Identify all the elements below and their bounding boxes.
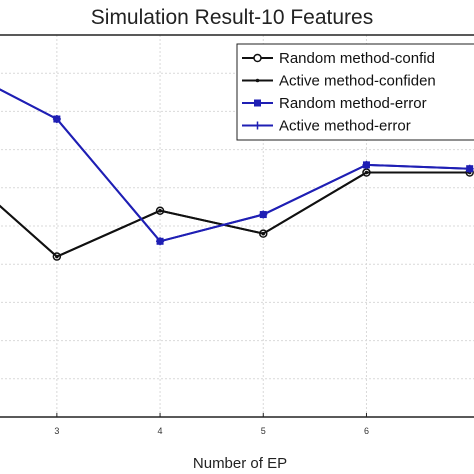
plot-area-frame bbox=[0, 34, 474, 418]
x-axis-ticks: 3 4 5 6 bbox=[54, 413, 369, 436]
legend-item: Active method-confiden bbox=[242, 73, 436, 90]
series-0 bbox=[0, 168, 474, 261]
legend-label: Active method-error bbox=[279, 118, 411, 135]
legend-label: Active method-confiden bbox=[279, 73, 436, 90]
legend: Random method-confid Active method-confid… bbox=[236, 43, 474, 141]
x-tick-label: 4 bbox=[158, 426, 163, 436]
legend-item: Active method-error bbox=[242, 118, 411, 135]
x-tick-label: 5 bbox=[261, 426, 266, 436]
chart-title: Simulation Result-10 Features bbox=[91, 6, 373, 29]
series-line bbox=[0, 88, 470, 243]
legend-swatch-marker bbox=[253, 53, 262, 63]
x-axis-label: Number of EP bbox=[193, 455, 287, 472]
series-line bbox=[0, 171, 470, 258]
data-point bbox=[364, 170, 369, 175]
legend-box bbox=[236, 43, 474, 141]
data-point bbox=[261, 231, 266, 236]
legend-swatch-marker bbox=[255, 78, 260, 83]
data-point bbox=[465, 164, 474, 173]
data-point bbox=[362, 160, 371, 169]
series-line bbox=[0, 171, 470, 258]
data-point bbox=[52, 115, 61, 124]
x-tick-label: 3 bbox=[54, 426, 59, 436]
legend-label: Random method-error bbox=[279, 95, 427, 112]
data-point bbox=[55, 254, 59, 259]
legend-swatch-marker bbox=[254, 99, 261, 107]
series-1 bbox=[0, 170, 472, 259]
legend-item: Random method-error bbox=[242, 95, 427, 112]
legend-item: Random method-confid bbox=[242, 50, 435, 67]
series-3 bbox=[0, 88, 474, 246]
data-point bbox=[158, 208, 162, 213]
data-point bbox=[259, 210, 268, 219]
series-group bbox=[0, 88, 474, 261]
x-tick-label: 6 bbox=[364, 426, 369, 436]
data-point bbox=[156, 237, 165, 246]
legend-swatch-marker bbox=[253, 121, 262, 130]
legend-label: Random method-confid bbox=[279, 50, 435, 67]
